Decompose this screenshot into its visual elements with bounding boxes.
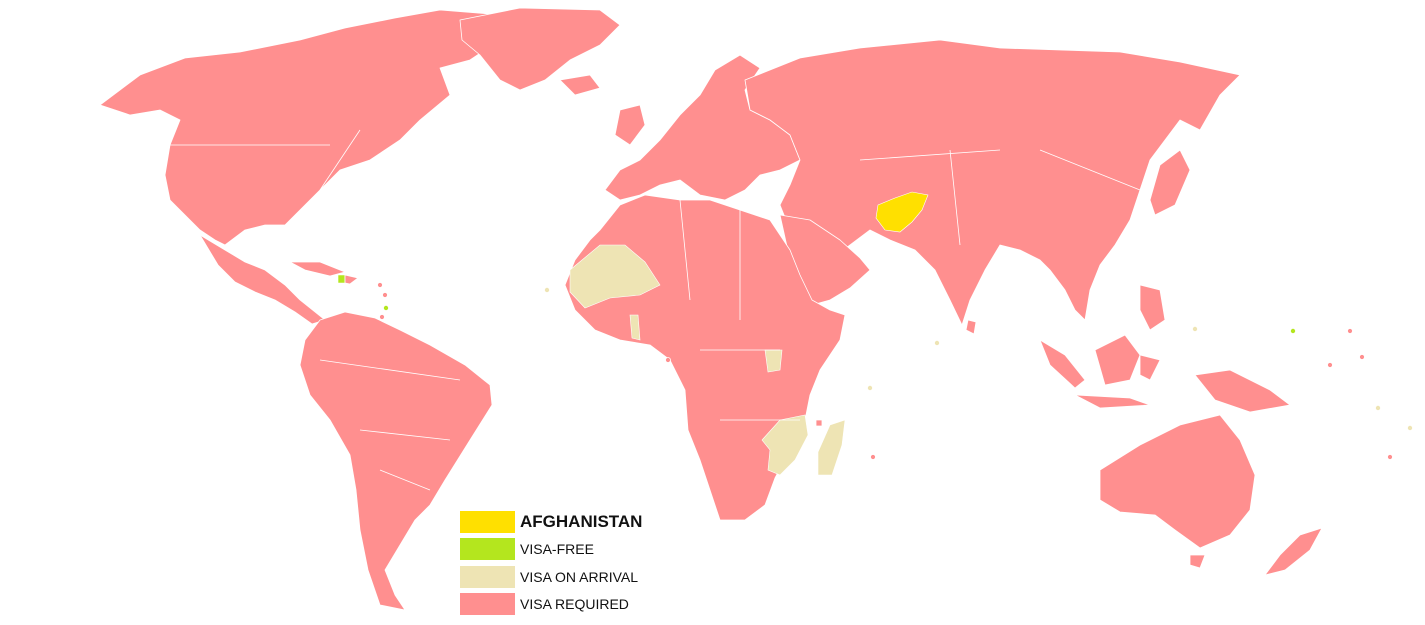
cape-verde-dot bbox=[544, 287, 550, 293]
borneo bbox=[1094, 334, 1141, 386]
sulawesi bbox=[1139, 354, 1161, 381]
samoa-dot bbox=[1407, 425, 1413, 431]
asia-borders bbox=[859, 149, 1141, 246]
sao-tome-dot bbox=[665, 357, 671, 363]
uganda-rwanda bbox=[764, 349, 783, 373]
haiti bbox=[337, 274, 346, 284]
legend-swatch-visa-free bbox=[460, 538, 515, 561]
lesser-antilles-dot-1 bbox=[377, 282, 383, 288]
sa-borders bbox=[319, 359, 461, 491]
legend-row-home: AFGHANISTAN bbox=[460, 508, 642, 536]
lesser-antilles-dot-2 bbox=[382, 292, 388, 298]
iceland bbox=[559, 74, 601, 96]
seychelles-dot bbox=[867, 385, 873, 391]
australia bbox=[1099, 414, 1256, 549]
micronesia-dot bbox=[1290, 328, 1296, 334]
legend-row-visa-free: VISA-FREE bbox=[460, 536, 642, 564]
tasmania bbox=[1189, 554, 1206, 569]
legend: AFGHANISTAN VISA-FREE VISA ON ARRIVAL VI… bbox=[460, 508, 642, 618]
mauritius-dot bbox=[870, 454, 876, 460]
maldives-dot bbox=[934, 340, 940, 346]
legend-label-visa-on-arrival: VISA ON ARRIVAL bbox=[520, 568, 639, 585]
mozambique-zambia bbox=[761, 414, 809, 476]
uk-ireland bbox=[614, 104, 646, 146]
palau-dot bbox=[1192, 326, 1198, 332]
comoros bbox=[815, 419, 823, 427]
sumatra bbox=[1039, 339, 1086, 389]
legend-swatch-home bbox=[460, 510, 515, 533]
north-america bbox=[99, 9, 521, 246]
sri-lanka bbox=[965, 319, 977, 335]
java bbox=[1074, 394, 1151, 409]
lesser-antilles-dot-3 bbox=[383, 305, 389, 311]
legend-swatch-visa-required bbox=[460, 593, 515, 616]
south-america bbox=[299, 311, 493, 611]
africa-borders bbox=[679, 199, 800, 421]
legend-label-visa-required: VISA REQUIRED bbox=[520, 596, 629, 613]
nauru-dot bbox=[1327, 362, 1333, 368]
central-america bbox=[199, 234, 326, 325]
new-zealand bbox=[1264, 527, 1323, 576]
dominican-republic bbox=[344, 274, 359, 285]
legend-label-visa-free: VISA-FREE bbox=[520, 541, 594, 558]
fiji-dot bbox=[1387, 454, 1393, 460]
mali-mauritania bbox=[569, 244, 661, 309]
madagascar bbox=[817, 419, 846, 476]
togo bbox=[629, 314, 641, 341]
philippines bbox=[1139, 284, 1166, 331]
kiribati-dot bbox=[1359, 354, 1365, 360]
japan bbox=[1149, 149, 1191, 216]
legend-row-visa-on-arrival: VISA ON ARRIVAL bbox=[460, 563, 642, 591]
afghanistan bbox=[875, 191, 929, 233]
new-guinea bbox=[1194, 369, 1291, 413]
marshall-dot bbox=[1347, 328, 1353, 334]
legend-swatch-visa-on-arrival bbox=[460, 565, 515, 588]
legend-row-visa-required: VISA REQUIRED bbox=[460, 591, 642, 619]
tuvalu-dot bbox=[1375, 405, 1381, 411]
greenland bbox=[459, 7, 621, 91]
legend-label-home: AFGHANISTAN bbox=[520, 511, 643, 531]
cuba bbox=[289, 261, 346, 277]
lesser-antilles-dot-4 bbox=[379, 314, 385, 320]
na-border bbox=[170, 129, 361, 191]
